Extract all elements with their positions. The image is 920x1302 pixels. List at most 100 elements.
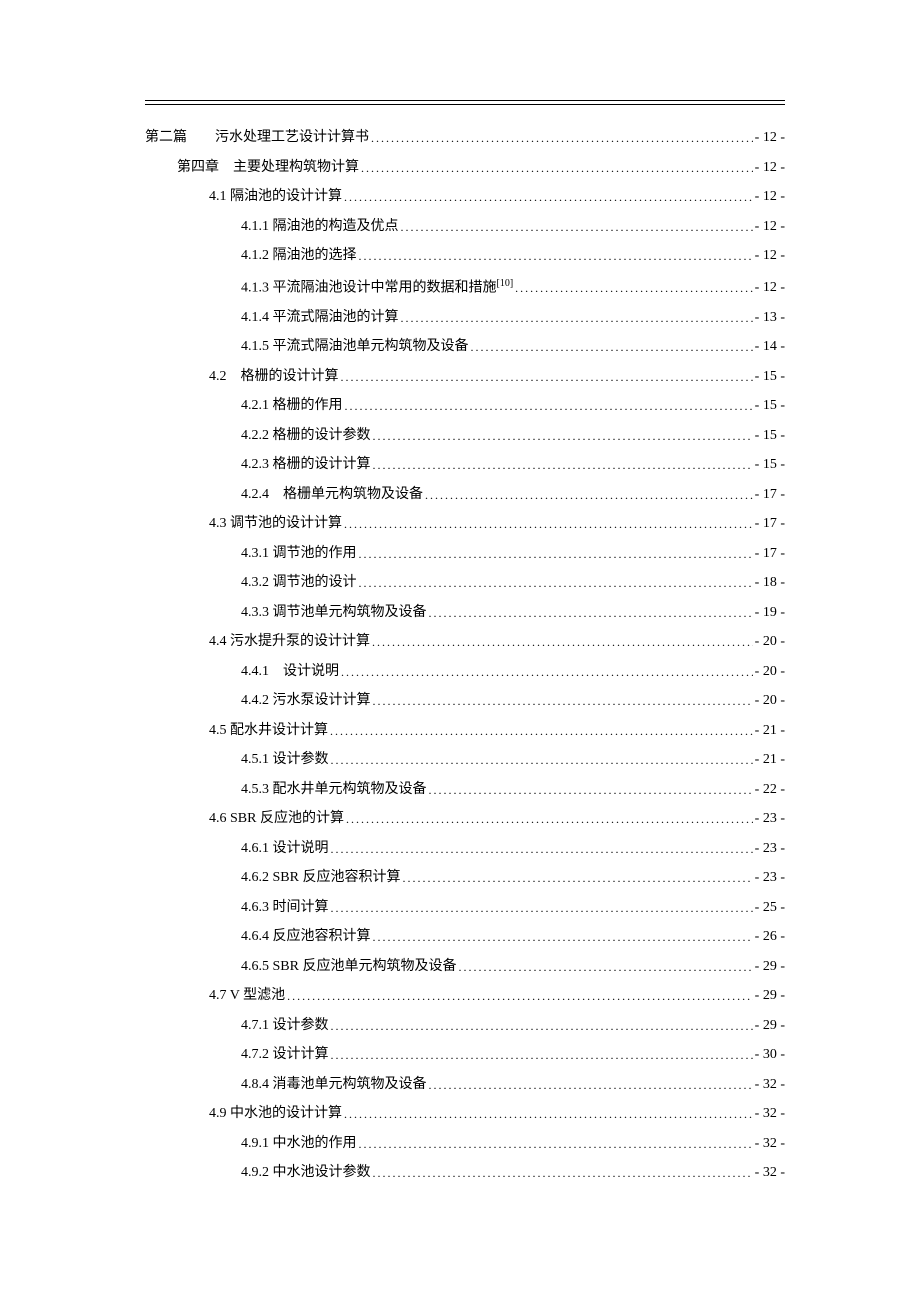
toc-entry: 4.6.2 SBR 反应池容积计算.......................…	[145, 871, 785, 885]
toc-entry-leader: ........................................…	[345, 400, 753, 412]
toc-entry: 4.6.5 SBR 反应池单元构筑物及设备...................…	[145, 960, 785, 974]
toc-entry-page: - 19 -	[755, 606, 785, 620]
toc-entry-page: - 32 -	[755, 1107, 785, 1121]
toc-entry-page: - 17 -	[755, 517, 785, 531]
toc-entry-leader: ........................................…	[515, 282, 753, 294]
toc-entry-page: - 15 -	[755, 429, 785, 443]
toc-entry-label: 4.1.5 平流式隔油池单元构筑物及设备	[241, 340, 469, 354]
toc-entry: 4.2.4 格栅单元构筑物及设备........................…	[145, 488, 785, 502]
toc-entry-label: 4.8.4 消毒池单元构筑物及设备	[241, 1078, 427, 1092]
toc-entry-leader: ........................................…	[359, 250, 753, 262]
toc-entry-leader: ........................................…	[344, 1108, 753, 1120]
toc-entry-label: 第四章 主要处理构筑物计算	[177, 161, 359, 175]
toc-entry-leader: ........................................…	[371, 132, 753, 144]
toc-entry: 4.1.3 平流隔油池设计中常用的数据和措施[10]..............…	[145, 279, 785, 296]
toc-entry-leader: ........................................…	[359, 548, 753, 560]
toc-entry: 4.6 SBR 反应池的计算..........................…	[145, 812, 785, 826]
toc-entry-label: 4.5.1 设计参数	[241, 753, 329, 767]
toc-entry-leader: ........................................…	[344, 518, 753, 530]
toc-entry: 4.9.2 中水池设计参数...........................…	[145, 1166, 785, 1180]
toc-entry-leader: ........................................…	[330, 725, 753, 737]
toc-entry-label: 4.6.3 时间计算	[241, 901, 329, 915]
toc-entry: 4.2.3 格栅的设计计算...........................…	[145, 458, 785, 472]
toc-entry: 4.7.2 设计计算..............................…	[145, 1048, 785, 1062]
toc-entry: 4.3.1 调节池的作用............................…	[145, 547, 785, 561]
toc-entry: 4.3.2 调节池的设计............................…	[145, 576, 785, 590]
toc-entry-label: 4.6.2 SBR 反应池容积计算	[241, 871, 400, 885]
toc-entry-leader: ........................................…	[344, 191, 753, 203]
toc-entry: 4.3 调节池的设计计算............................…	[145, 517, 785, 531]
toc-entry-label: 4.2.3 格栅的设计计算	[241, 458, 371, 472]
toc-entry: 第二篇 污水处理工艺设计计算书.........................…	[145, 131, 785, 145]
toc-entry: 4.6.4 反应池容积计算...........................…	[145, 930, 785, 944]
toc-entry-page: - 23 -	[755, 871, 785, 885]
toc-entry: 4.1.5 平流式隔油池单元构筑物及设备....................…	[145, 340, 785, 354]
toc-entry-label: 4.6.4 反应池容积计算	[241, 930, 371, 944]
toc-entry-leader: ........................................…	[346, 813, 753, 825]
toc-entry-leader: ........................................…	[331, 1020, 753, 1032]
toc-entry-page: - 20 -	[755, 694, 785, 708]
toc-entry-page: - 14 -	[755, 340, 785, 354]
toc-entry-label: 4.5.3 配水井单元构筑物及设备	[241, 783, 427, 797]
toc-entry-label: 4.1.3 平流隔油池设计中常用的数据和措施[10]	[241, 279, 513, 296]
toc-entry: 4.5.1 设计参数..............................…	[145, 753, 785, 767]
toc-entry-page: - 25 -	[755, 901, 785, 915]
toc-list: 第二篇 污水处理工艺设计计算书.........................…	[145, 131, 785, 1180]
toc-entry: 4.9.1 中水池的作用............................…	[145, 1137, 785, 1151]
toc-entry-leader: ........................................…	[287, 990, 753, 1002]
toc-entry: 4.1.1 隔油池的构造及优点.........................…	[145, 220, 785, 234]
toc-entry-leader: ........................................…	[402, 872, 752, 884]
toc-entry-page: - 32 -	[755, 1078, 785, 1092]
toc-entry-page: - 13 -	[755, 311, 785, 325]
toc-entry-label: 4.4.2 污水泵设计计算	[241, 694, 371, 708]
toc-entry-leader: ........................................…	[401, 221, 753, 233]
toc-entry-leader: ........................................…	[373, 695, 753, 707]
toc-entry: 4.6.1 设计说明..............................…	[145, 842, 785, 856]
toc-entry-page: - 12 -	[755, 190, 785, 204]
toc-entry-page: - 15 -	[755, 399, 785, 413]
toc-entry-leader: ........................................…	[373, 459, 753, 471]
toc-entry: 4.1.4 平流式隔油池的计算.........................…	[145, 311, 785, 325]
toc-entry: 4.8.4 消毒池单元构筑物及设备.......................…	[145, 1078, 785, 1092]
toc-entry-label: 4.9 中水池的设计计算	[209, 1107, 342, 1121]
toc-entry-page: - 15 -	[755, 458, 785, 472]
toc-entry: 4.4.1 设计说明..............................…	[145, 665, 785, 679]
toc-entry-leader: ........................................…	[359, 1138, 753, 1150]
header-border-thin	[145, 104, 785, 105]
toc-entry-label: 4.9.1 中水池的作用	[241, 1137, 357, 1151]
toc-entry: 4.6.3 时间计算..............................…	[145, 901, 785, 915]
toc-entry-leader: ........................................…	[373, 931, 753, 943]
toc-entry-label: 4.4 污水提升泵的设计计算	[209, 635, 370, 649]
toc-entry: 4.2 格栅的设计计算.............................…	[145, 370, 785, 384]
toc-entry-leader: ........................................…	[471, 341, 753, 353]
toc-entry-label: 4.6 SBR 反应池的计算	[209, 812, 344, 826]
toc-entry-label: 4.3.1 调节池的作用	[241, 547, 357, 561]
toc-entry-leader: ........................................…	[429, 784, 753, 796]
toc-entry-label: 4.2 格栅的设计计算	[209, 370, 339, 384]
toc-entry: 4.2.1 格栅的作用.............................…	[145, 399, 785, 413]
toc-entry-label: 4.7.1 设计参数	[241, 1019, 329, 1033]
toc-entry-page: - 12 -	[755, 220, 785, 234]
toc-entry-leader: ........................................…	[458, 961, 752, 973]
toc-container: 第二篇 污水处理工艺设计计算书.........................…	[145, 100, 785, 1196]
toc-entry-page: - 22 -	[755, 783, 785, 797]
toc-entry-leader: ........................................…	[429, 1079, 753, 1091]
toc-entry-page: - 32 -	[755, 1166, 785, 1180]
toc-entry: 4.2.2 格栅的设计参数...........................…	[145, 429, 785, 443]
toc-entry-page: - 18 -	[755, 576, 785, 590]
toc-entry-leader: ........................................…	[359, 577, 753, 589]
toc-entry-page: - 12 -	[755, 161, 785, 175]
toc-entry-leader: ........................................…	[331, 902, 753, 914]
toc-entry-page: - 29 -	[755, 1019, 785, 1033]
toc-entry-leader: ........................................…	[401, 312, 753, 324]
toc-entry-label: 4.1.4 平流式隔油池的计算	[241, 311, 399, 325]
toc-entry-leader: ........................................…	[373, 430, 753, 442]
toc-entry-label: 4.2.1 格栅的作用	[241, 399, 343, 413]
toc-entry-leader: ........................................…	[372, 636, 753, 648]
toc-entry-label: 4.1.2 隔油池的选择	[241, 249, 357, 263]
toc-entry-page: - 12 -	[755, 131, 785, 145]
toc-entry-leader: ........................................…	[341, 666, 753, 678]
toc-entry-leader: ........................................…	[425, 489, 753, 501]
toc-entry: 4.5.3 配水井单元构筑物及设备.......................…	[145, 783, 785, 797]
toc-entry-page: - 21 -	[755, 724, 785, 738]
